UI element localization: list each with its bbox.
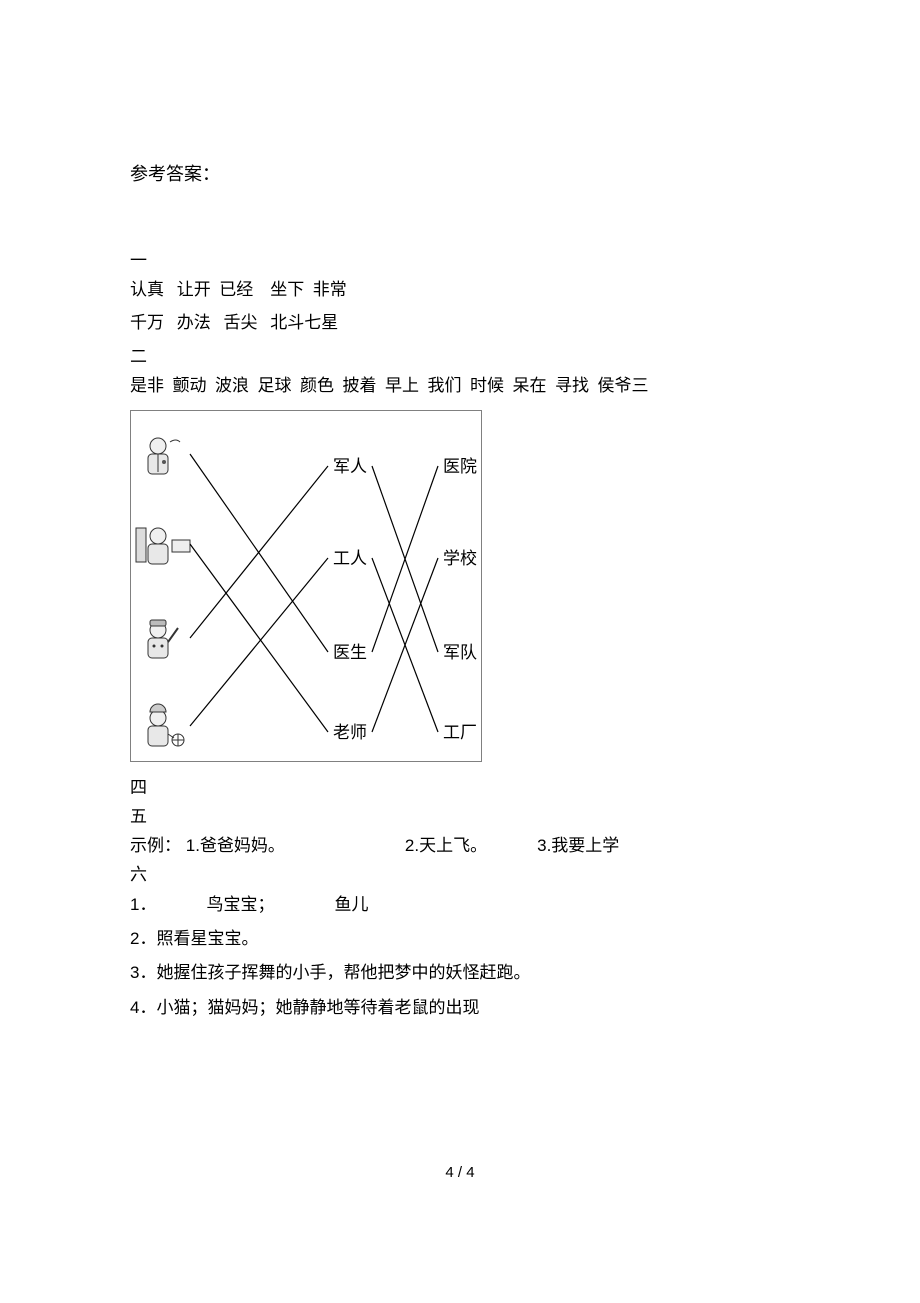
page-title: 参考答案： xyxy=(130,160,790,186)
s6-q3: 3．她握住孩子挥舞的小手，帮他把梦中的妖怪赶跑。 xyxy=(130,957,790,989)
q2-num: 2． xyxy=(130,929,156,948)
diagram-mid-label: 军人 xyxy=(333,457,367,476)
s6-q1: 1． 鸟宝宝； 鱼儿 xyxy=(130,889,790,921)
q1-num: 1． xyxy=(130,895,156,914)
diagram-mid-label: 工人 xyxy=(333,549,367,568)
ex-2-n: 2. xyxy=(405,836,419,855)
ex-3-t: 我要上学 xyxy=(551,836,619,855)
q3-t: 她握住孩子挥舞的小手，帮他把梦中的妖怪赶跑。 xyxy=(156,963,530,982)
section-6-label: 六 xyxy=(130,860,790,885)
s6-q4: 4．小猫；猫妈妈；她静静地等待着老鼠的出现 xyxy=(130,992,790,1024)
diagram-right-label: 学校 xyxy=(443,549,477,568)
page-footer: 4 / 4 xyxy=(130,1164,790,1181)
diagram-right-label: 军队 xyxy=(443,643,477,662)
section-5-label: 五 xyxy=(130,802,790,827)
ex-3-n: 3. xyxy=(537,836,551,855)
diagram-right-label: 医院 xyxy=(443,457,477,476)
ex-1-n: 1. xyxy=(186,836,200,855)
section-4-label: 四 xyxy=(130,773,790,798)
s5-examples: 示例： 1.爸爸妈妈。 2.天上飞。 3.我要上学 xyxy=(130,831,790,856)
ex-2-t: 天上飞。 xyxy=(419,836,487,855)
s1-line2: 千万 办法 舌尖 北斗七星 xyxy=(130,308,790,339)
s1-line1: 认真 让开 已经 坐下 非常 xyxy=(130,275,790,306)
q4-t: 小猫；猫妈妈；她静静地等待着老鼠的出现 xyxy=(156,998,479,1017)
s2-line1: 是非 颤动 波浪 足球 颜色 披着 早上 我们 时候 呆在 寻找 侯爷三 xyxy=(130,371,790,402)
q3-num: 3． xyxy=(130,963,156,982)
q1-a: 鸟宝宝； xyxy=(206,895,274,914)
section-1-label: 一 xyxy=(130,246,790,271)
diagram-mid-label: 老师 xyxy=(333,723,367,742)
q1-b: 鱼儿 xyxy=(334,895,368,914)
matching-diagram: 军人工人医生老师 医院学校军队工厂 xyxy=(130,410,790,767)
q4-num: 4． xyxy=(130,998,156,1017)
s6-q2: 2．照看星宝宝。 xyxy=(130,923,790,955)
diagram-right-label: 工厂 xyxy=(443,723,477,742)
q2-t: 照看星宝宝。 xyxy=(156,929,258,948)
ex-1-t: 爸爸妈妈。 xyxy=(200,836,285,855)
diagram-mid-label: 医生 xyxy=(333,643,367,662)
example-prefix: 示例： xyxy=(130,836,186,855)
section-2-label: 二 xyxy=(130,342,790,367)
